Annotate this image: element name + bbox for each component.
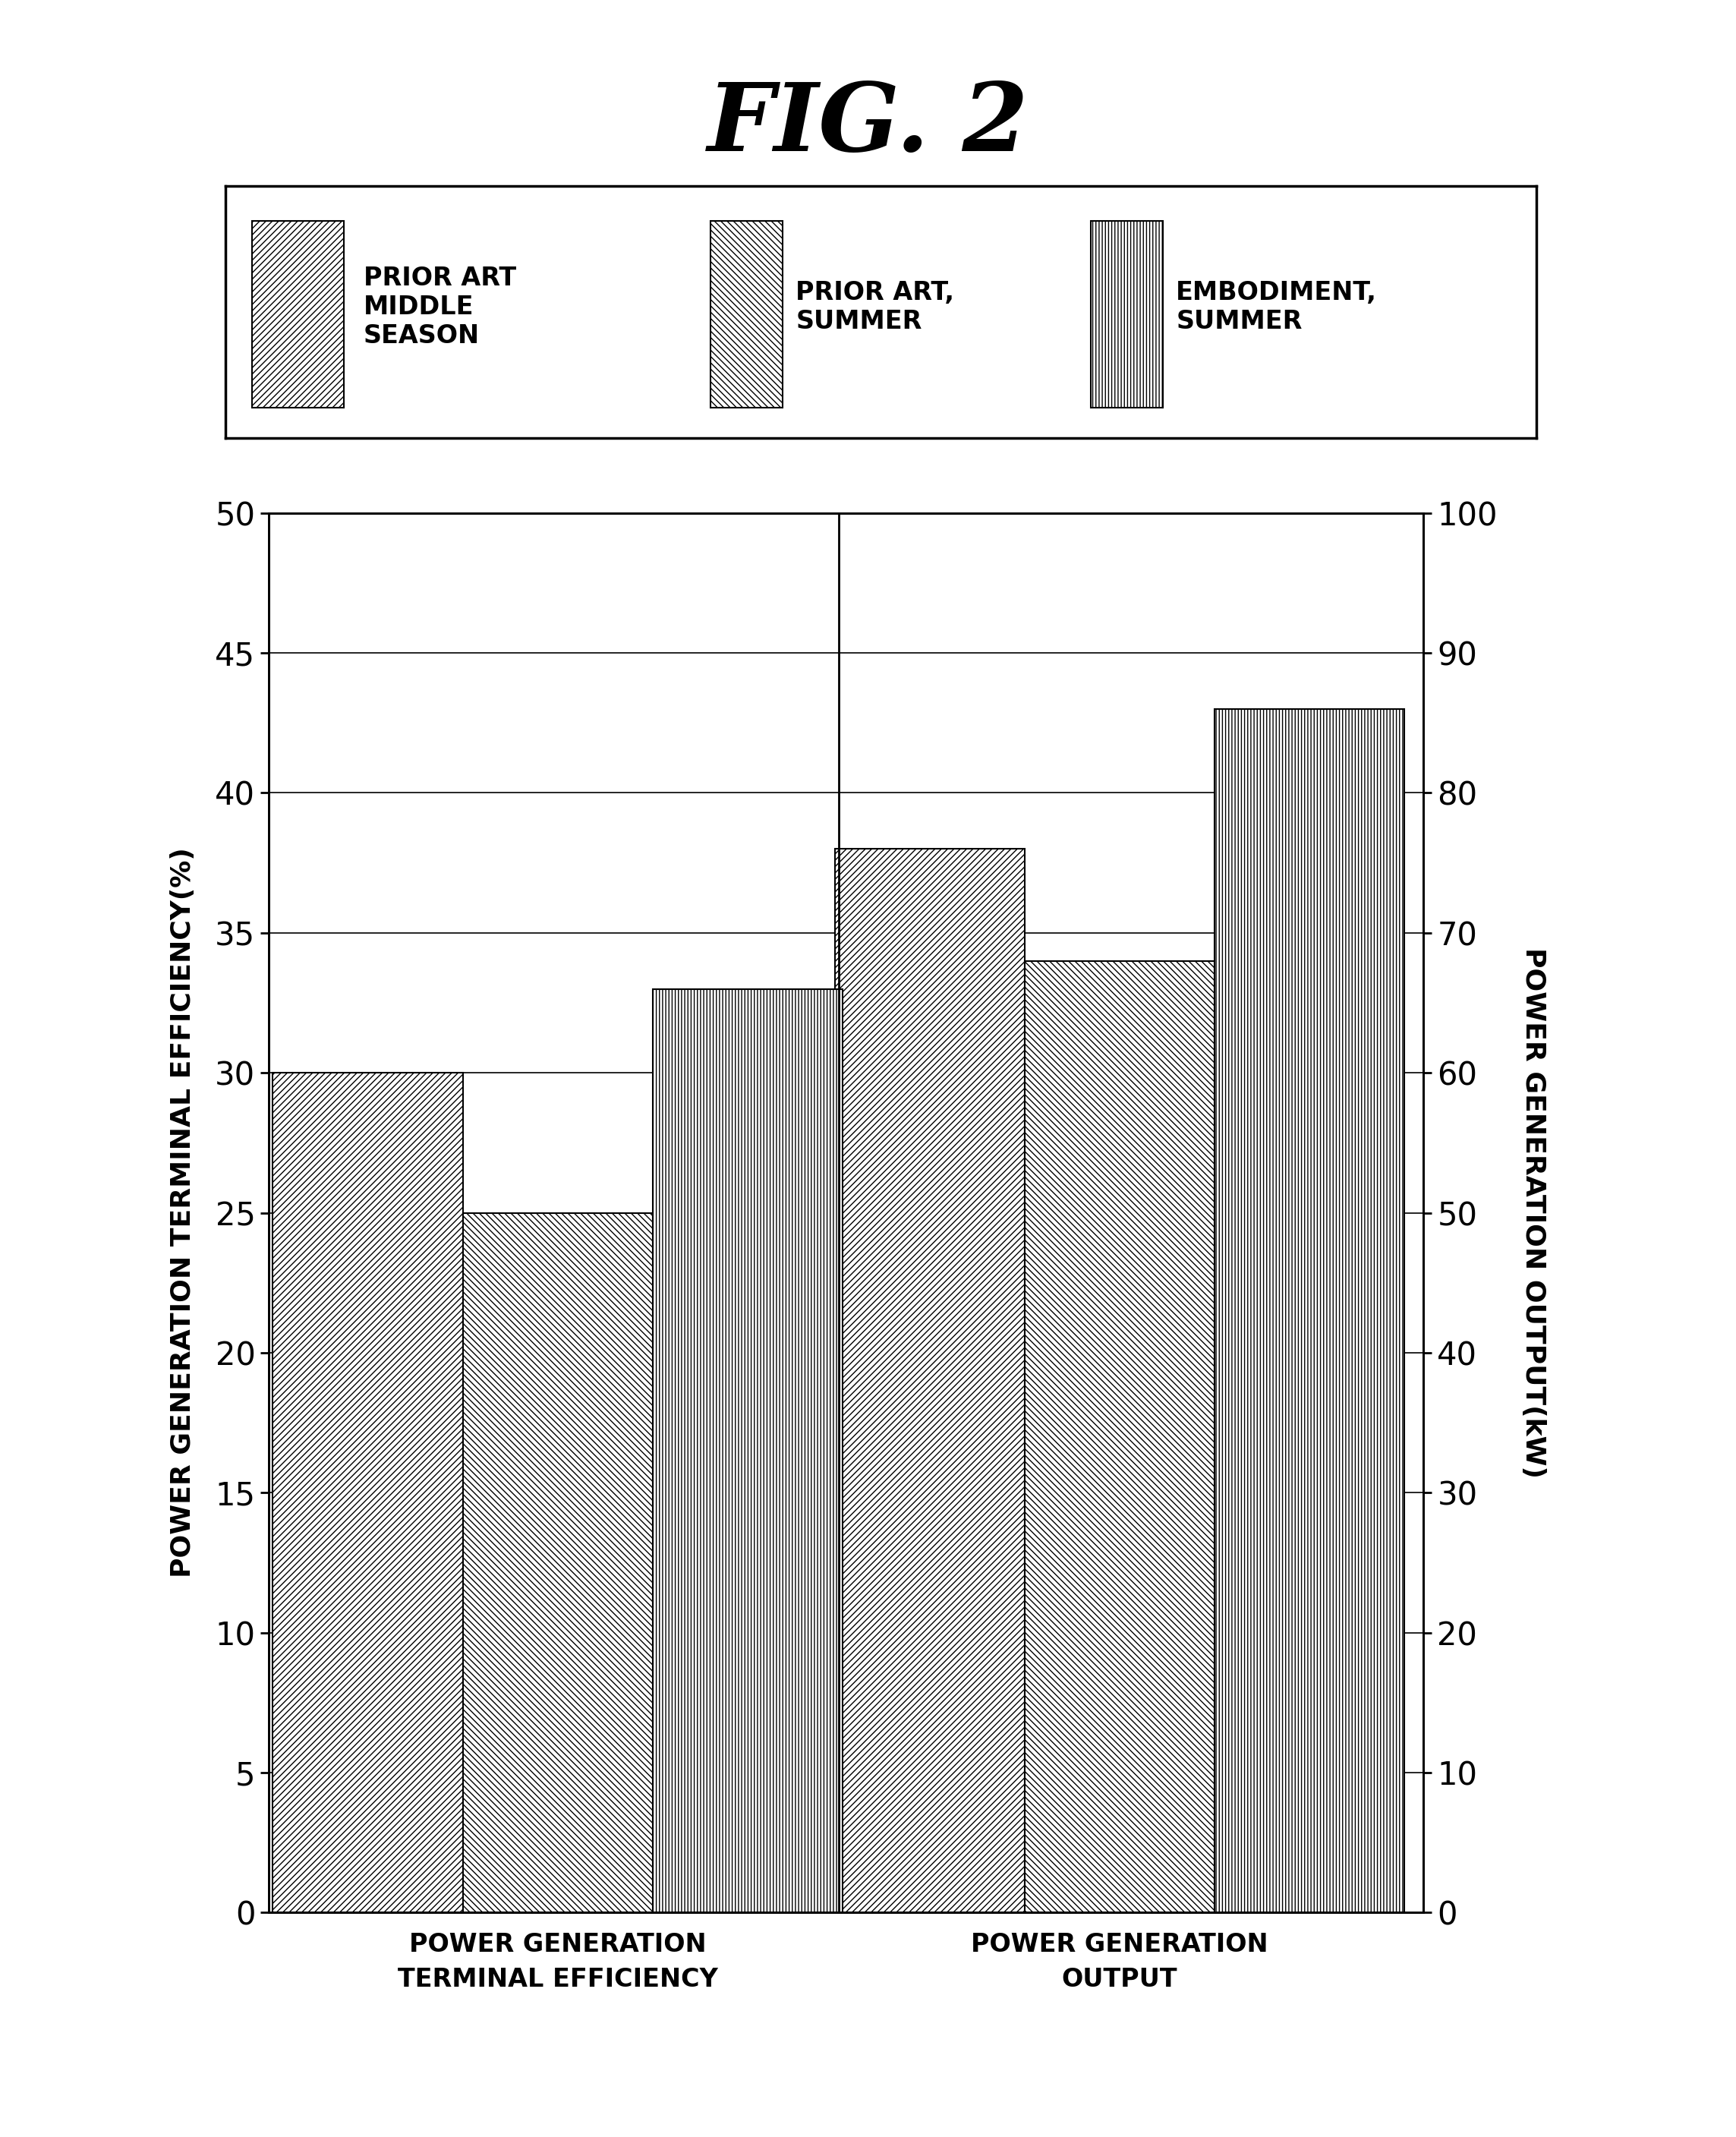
Bar xyxy=(273,1073,464,1913)
Y-axis label: POWER GENERATION OUTPUT(kW): POWER GENERATION OUTPUT(kW) xyxy=(1521,947,1547,1479)
Bar xyxy=(464,1214,653,1913)
Text: FIG. 2: FIG. 2 xyxy=(707,79,1029,171)
Bar xyxy=(1090,222,1163,408)
Text: PRIOR ART
MIDDLE
SEASON: PRIOR ART MIDDLE SEASON xyxy=(363,265,516,348)
Bar xyxy=(252,222,344,408)
Bar xyxy=(1024,962,1215,1913)
Y-axis label: POWER GENERATION TERMINAL EFFICIENCY(%): POWER GENERATION TERMINAL EFFICIENCY(%) xyxy=(170,848,196,1577)
Bar xyxy=(1215,709,1404,1913)
Text: EMBODIMENT,
SUMMER: EMBODIMENT, SUMMER xyxy=(1175,280,1377,333)
Bar xyxy=(835,848,1024,1913)
Bar xyxy=(710,222,783,408)
Text: PRIOR ART,
SUMMER: PRIOR ART, SUMMER xyxy=(795,280,955,333)
Bar xyxy=(653,989,842,1913)
